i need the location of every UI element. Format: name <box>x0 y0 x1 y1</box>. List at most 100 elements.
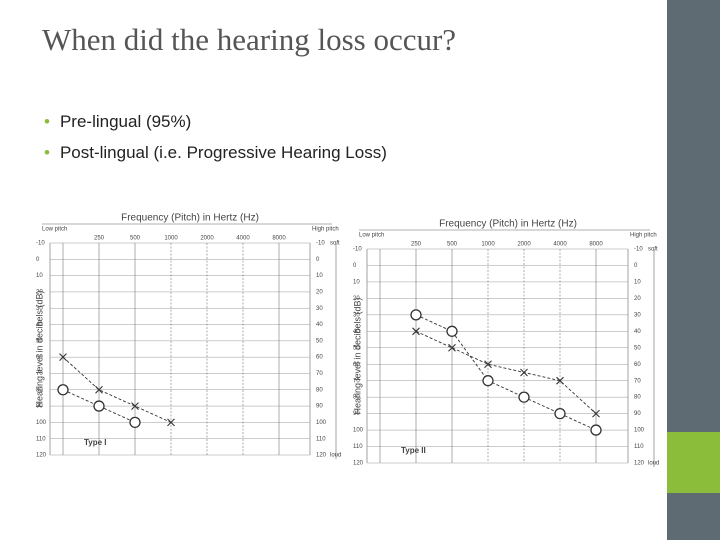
y-tick-label-right: -10 <box>634 247 643 253</box>
y-tick-label: 110 <box>353 444 363 450</box>
y-tick-label: 20 <box>353 296 360 302</box>
x-tick-label: 2000 <box>517 242 531 248</box>
x-tick-label: 250 <box>411 242 422 248</box>
y-tick-label-right: 100 <box>634 428 645 434</box>
y-tick-label: 90 <box>353 411 360 417</box>
y-tick-label-right: 110 <box>316 436 326 442</box>
point-cross <box>484 360 492 369</box>
series-line <box>62 356 172 423</box>
y-tick-label-right: 50 <box>634 345 641 351</box>
y-tick-label-right: 30 <box>634 312 641 318</box>
y-tick-label: 100 <box>353 428 364 434</box>
x-tick-label: 500 <box>447 242 458 248</box>
y-tick-label: 110 <box>36 436 46 442</box>
y-tick-label-right: 20 <box>316 290 323 296</box>
point-circle <box>129 416 141 429</box>
bottom-note: loud <box>330 453 341 459</box>
y-tick-label-right: 80 <box>316 387 323 393</box>
point-cross <box>412 327 420 336</box>
y-tick-label-right: 10 <box>634 280 641 286</box>
x-left-label: Low pitch <box>42 227 67 233</box>
point-cross <box>448 343 456 352</box>
y-tick-label-right: 80 <box>634 395 641 401</box>
point-cross <box>95 385 103 394</box>
side-accent <box>667 432 720 493</box>
y-tick-label: 80 <box>36 387 43 393</box>
point-circle <box>554 407 566 420</box>
x-left-label: Low pitch <box>359 233 384 239</box>
y-tick-label: -10 <box>353 247 362 253</box>
y-tick-label-right: 30 <box>316 306 323 312</box>
y-tick-label: 0 <box>353 263 357 269</box>
y-tick-label-right: 70 <box>634 378 641 384</box>
point-circle <box>93 400 105 412</box>
point-circle <box>446 325 458 337</box>
y-tick-label-right: 100 <box>316 420 327 426</box>
chart-title: Frequency (Pitch) in Hertz (Hz) <box>439 219 577 230</box>
y-tick-label: 50 <box>36 338 43 344</box>
y-tick-label-right: 0 <box>634 263 638 269</box>
y-axis-label: Hearing level in decibels (dB) <box>352 297 362 414</box>
audiogram-frame <box>28 205 338 473</box>
y-tick-label-right: 40 <box>634 329 641 335</box>
y-tick-label: 40 <box>36 322 43 328</box>
y-tick-label: 60 <box>36 355 43 361</box>
point-circle <box>57 384 69 396</box>
y-tick-label: 50 <box>353 345 360 351</box>
y-tick-label-right: 0 <box>316 257 320 263</box>
x-tick-label: 8000 <box>272 236 286 242</box>
point-cross <box>520 368 528 377</box>
y-tick-label-right: 20 <box>634 296 641 302</box>
x-tick-label: 500 <box>130 236 141 242</box>
bullet: Post-lingual (i.e. Progressive Hearing L… <box>44 143 387 174</box>
bullet: Pre-lingual (95%) <box>44 112 387 143</box>
series-line <box>415 314 597 431</box>
y-tick-label-right: 90 <box>634 411 641 417</box>
y-tick-label: 120 <box>36 453 47 459</box>
y-tick-label: 30 <box>36 306 43 312</box>
y-tick-label: -10 <box>36 241 45 247</box>
point-cross <box>131 402 139 410</box>
top-note: soft <box>330 241 340 247</box>
point-circle <box>590 424 602 436</box>
x-tick-label: 2000 <box>200 236 214 242</box>
annotation: Type I <box>84 438 107 447</box>
y-tick-label-right: 110 <box>634 444 644 450</box>
y-tick-label-right: 60 <box>316 355 323 361</box>
chart-title: Frequency (Pitch) in Hertz (Hz) <box>121 213 259 224</box>
point-cross <box>167 418 175 427</box>
x-tick-label: 1000 <box>481 242 495 248</box>
x-right-label: High pitch <box>312 227 339 233</box>
y-tick-label-right: 50 <box>316 338 323 344</box>
point-cross <box>592 409 600 418</box>
y-tick-label: 0 <box>36 257 40 263</box>
y-tick-label-right: 90 <box>316 404 323 410</box>
y-tick-label: 100 <box>36 420 47 426</box>
y-axis-label: Hearing level in decibels (dB) <box>34 290 44 407</box>
y-tick-label: 10 <box>36 273 43 279</box>
y-tick-label: 40 <box>353 329 360 335</box>
y-tick-label: 120 <box>353 461 364 467</box>
y-tick-label: 20 <box>36 290 43 296</box>
point-circle <box>518 391 530 403</box>
bottom-note: loud <box>648 461 659 467</box>
x-tick-label: 4000 <box>553 242 567 248</box>
series-line <box>415 330 597 414</box>
bullet-list: Pre-lingual (95%) Post-lingual (i.e. Pro… <box>44 112 387 174</box>
annotation: Type II <box>401 446 426 455</box>
y-tick-label: 70 <box>36 371 43 377</box>
y-tick-label-right: 10 <box>316 273 323 279</box>
y-tick-label-right: 120 <box>634 461 645 467</box>
point-cross <box>59 353 67 362</box>
y-tick-label-right: 60 <box>634 362 641 368</box>
y-tick-label: 30 <box>353 312 360 318</box>
point-circle <box>482 375 494 387</box>
y-tick-label: 60 <box>353 362 360 368</box>
x-tick-label: 250 <box>94 236 105 242</box>
audiogram-frame <box>352 212 667 492</box>
point-circle <box>410 309 422 321</box>
top-note: soft <box>648 247 658 253</box>
y-tick-label: 90 <box>36 404 43 410</box>
